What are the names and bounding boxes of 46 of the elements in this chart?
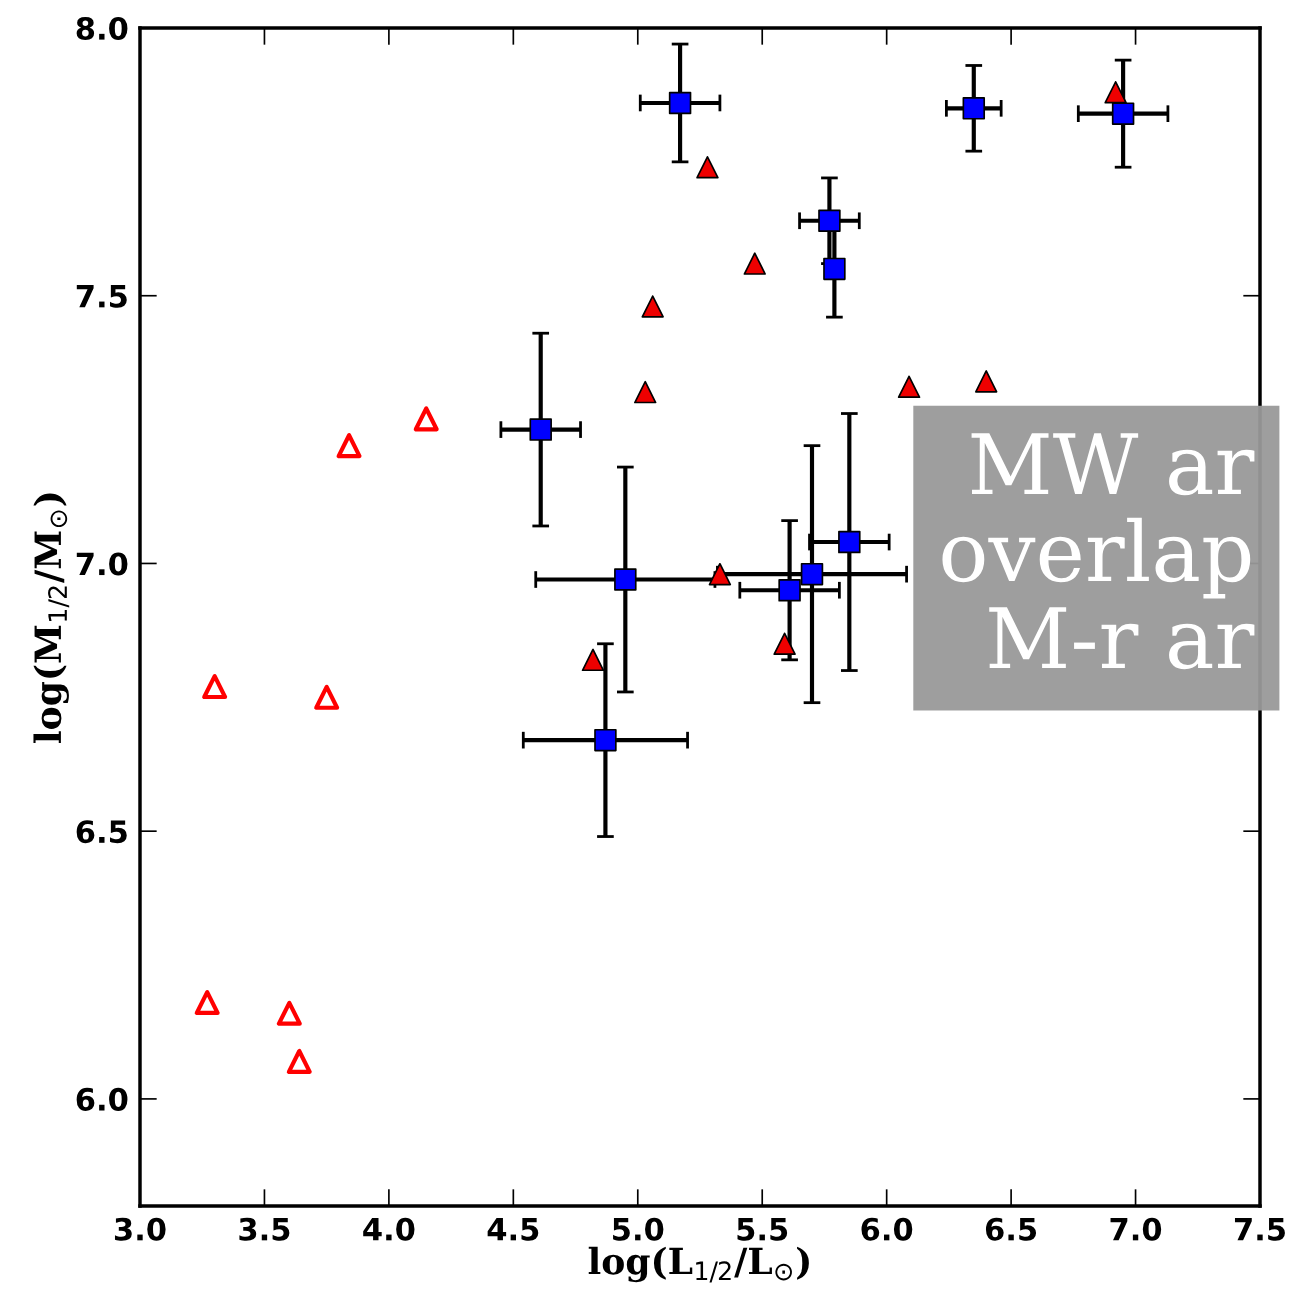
point — [641, 295, 664, 318]
point — [838, 530, 861, 554]
y-tick-label: 6.5 — [76, 820, 127, 844]
point — [708, 562, 732, 586]
x-tick-label: 5.5 — [737, 1218, 788, 1241]
point — [962, 97, 986, 120]
point — [276, 1000, 302, 1026]
point — [823, 257, 846, 281]
point — [897, 375, 921, 399]
point — [413, 406, 439, 432]
point — [743, 252, 767, 275]
point — [529, 418, 552, 441]
x-tick-label: 5.0 — [613, 1217, 664, 1241]
x-tick-label: 4.5 — [487, 1218, 539, 1241]
annotation: MW ar overlap M-r ar — [942, 433, 1255, 670]
x-tick-label: 3.5 — [239, 1217, 290, 1241]
point — [581, 648, 605, 672]
point — [614, 568, 637, 591]
point — [1111, 102, 1135, 125]
point — [1104, 81, 1127, 104]
point — [633, 380, 657, 404]
x-tick-label: 7.0 — [1110, 1217, 1162, 1241]
point — [818, 209, 841, 233]
point — [668, 91, 692, 115]
y-tick-label: 8.0 — [76, 16, 128, 41]
x-tick-label: 6.0 — [861, 1217, 913, 1241]
y-tick-label: 7.0 — [76, 552, 128, 576]
y-tick-label: 6.0 — [76, 1087, 128, 1111]
point — [696, 155, 719, 179]
point — [194, 990, 220, 1016]
x-tick-label: 6.5 — [985, 1217, 1037, 1241]
point — [974, 370, 998, 393]
x-tick-label: 3.0 — [114, 1217, 166, 1241]
y-tick-label: 7.5 — [76, 285, 127, 308]
y-axis-title: log(M$_{1/2}$/M$_{⊙}$) — [33, 493, 70, 743]
point — [778, 578, 801, 602]
point — [336, 433, 362, 459]
point — [286, 1048, 312, 1074]
point — [314, 684, 340, 710]
x-tick-label: 4.0 — [363, 1217, 415, 1241]
point — [202, 674, 228, 700]
point — [773, 632, 796, 656]
x-tick-label: 7.5 — [1234, 1218, 1285, 1241]
point — [800, 562, 824, 586]
point — [594, 728, 617, 752]
x-axis-title: log(L$_{1/2}$/L$_{⊙}$) — [588, 1246, 809, 1283]
